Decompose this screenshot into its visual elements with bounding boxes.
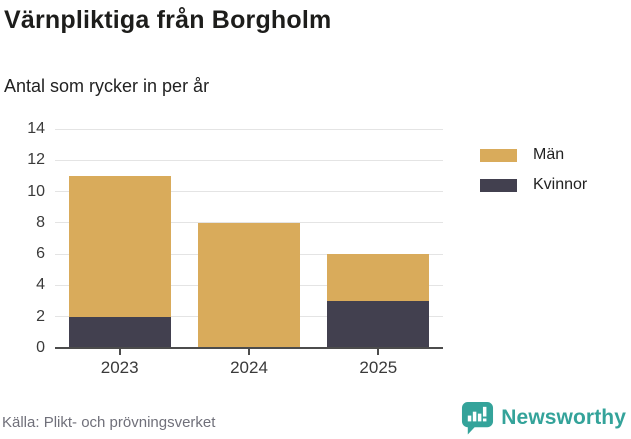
bar-segment-män-2025 xyxy=(327,254,430,302)
y-tick-label: 14 xyxy=(27,120,45,137)
gridline xyxy=(55,191,443,193)
y-tick-label: 10 xyxy=(27,182,45,200)
speech-bubble-chart-icon xyxy=(462,401,494,435)
y-tick-label: 8 xyxy=(36,213,45,231)
y-tick-label: 4 xyxy=(36,276,45,294)
legend: Män Kvinnor xyxy=(480,145,587,205)
gridline xyxy=(55,128,443,130)
x-axis-labels: 2023 2024 2025 xyxy=(55,358,443,382)
plot-area xyxy=(55,128,443,355)
legend-label-kvinnor: Kvinnor xyxy=(533,176,588,193)
bar-segment-män-2023 xyxy=(68,175,171,317)
gridline xyxy=(55,222,443,224)
chart-subtitle: Antal som rycker in per år xyxy=(4,76,210,96)
y-axis-labels: 0 2 4 6 8 10 12 14 xyxy=(0,120,45,356)
y-tick-label: 6 xyxy=(36,245,45,263)
brand-name: Newsworthy xyxy=(501,406,626,429)
y-tick-label: 0 xyxy=(36,339,45,356)
page-title: Värnpliktiga från Borgholm xyxy=(4,6,332,34)
y-tick-label: 12 xyxy=(27,151,45,169)
legend-item-kvinnor: Kvinnor xyxy=(480,175,587,195)
legend-item-man: Män xyxy=(480,145,587,165)
bar-segment-kvinnor-2023 xyxy=(68,316,171,348)
newsworthy-logo[interactable]: Newsworthy xyxy=(461,401,626,435)
x-tick-label: 2024 xyxy=(230,358,268,377)
source-attribution: Källa: Plikt- och prövningsverket xyxy=(2,414,216,431)
x-tick-mark xyxy=(248,349,250,355)
gridline xyxy=(55,159,443,161)
x-tick-mark xyxy=(118,349,121,355)
legend-swatch-kvinnor xyxy=(480,178,517,192)
bar-segment-kvinnor-2025 xyxy=(327,301,430,348)
x-tick-label: 2023 xyxy=(100,358,139,377)
legend-swatch-man xyxy=(480,148,517,162)
x-axis-line xyxy=(55,346,443,349)
x-tick-mark xyxy=(377,349,380,355)
x-tick-label: 2025 xyxy=(359,358,398,377)
bar-segment-män-2024 xyxy=(198,222,300,348)
legend-label-man: Män xyxy=(533,146,565,163)
y-tick-label: 2 xyxy=(36,307,45,325)
